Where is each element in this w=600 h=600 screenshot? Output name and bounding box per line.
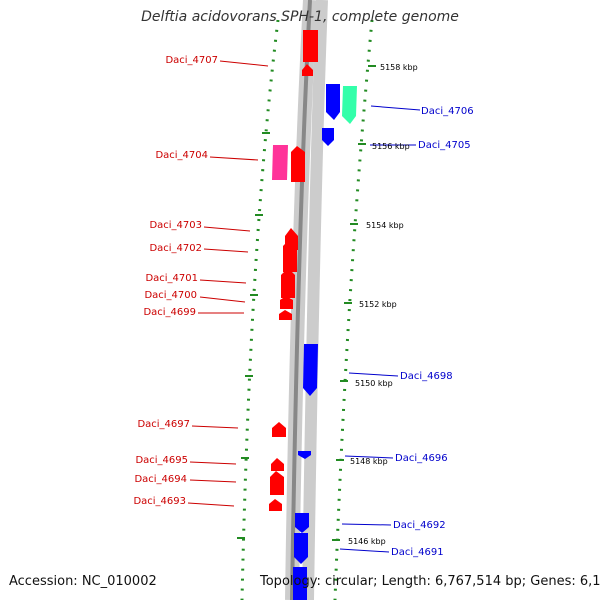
scale-label: 5146 kbp [348, 537, 386, 546]
gene-daci-4697 [272, 422, 286, 437]
gene-label: Daci_4703 [149, 220, 202, 231]
gene-daci-4700 [280, 296, 293, 309]
gene-daci-4702 [283, 240, 297, 272]
gene-label: Daci_4704 [155, 150, 208, 161]
gene-daci-4705 [322, 128, 334, 146]
left-leaders [187, 60, 269, 507]
scale-label: 5154 kbp [366, 221, 404, 230]
gene-daci-4707b [302, 64, 313, 76]
scale-labels: 5158 kbp 5156 kbp 5154 kbp 5152 kbp 5150… [348, 63, 418, 546]
gene-daci-4693 [269, 499, 282, 511]
left-ring-ticks [237, 132, 270, 539]
right-gene-labels: Daci_4706 Daci_4705 Daci_4698 Daci_4696 … [391, 106, 474, 558]
gene-alt-4706 [342, 86, 357, 124]
gene-daci-4699 [279, 310, 292, 320]
scale-label: 5152 kbp [359, 300, 397, 309]
gene-label: Daci_4696 [395, 453, 448, 464]
gene-daci-4691 [294, 533, 308, 564]
scale-label: 5148 kbp [350, 457, 388, 466]
gene-daci-4692 [295, 513, 309, 533]
gene-daci-4694 [270, 471, 284, 495]
forward-genes [269, 30, 318, 511]
gene-label: Daci_4691 [391, 547, 444, 558]
gene-daci-4704 [291, 146, 305, 182]
scale-label: 5158 kbp [380, 63, 418, 72]
gene-label: Daci_4693 [133, 496, 186, 507]
gene-label: Daci_4695 [135, 455, 188, 466]
left-gene-labels: Daci_4707 Daci_4704 Daci_4703 Daci_4702 … [133, 55, 218, 507]
page-title: Delftia acidovorans SPH-1, complete geno… [141, 9, 459, 25]
gene-daci-4696 [298, 451, 311, 459]
gene-label: Daci_4697 [137, 419, 190, 430]
gene-daci-4706 [326, 84, 340, 120]
scale-label: 5156 kbp [372, 142, 410, 151]
genome-backbone [285, 0, 328, 600]
scale-ticks [332, 65, 376, 541]
gene-label: Daci_4701 [145, 273, 198, 284]
gene-label: Daci_4707 [165, 55, 218, 66]
topology-text: Topology: circular; Length: 6,767,514 bp… [260, 574, 600, 589]
gene-label: Daci_4694 [134, 474, 187, 485]
gene-label: Daci_4702 [149, 243, 202, 254]
gene-daci-4695 [271, 458, 284, 471]
gene-label: Daci_4705 [418, 140, 471, 151]
gene-daci-4691b [293, 567, 307, 600]
reverse-genes [293, 84, 340, 600]
gene-daci-4701 [281, 268, 295, 298]
right-leaders [339, 105, 421, 553]
gene-rna-4704 [272, 145, 288, 180]
outer-dotted-ring-left [240, 19, 280, 600]
gene-label: Daci_4699 [143, 307, 196, 318]
gene-label: Daci_4700 [144, 290, 197, 301]
accession-text: Accession: NC_010002 [9, 574, 157, 589]
gene-label: Daci_4698 [400, 371, 453, 382]
gene-label: Daci_4706 [421, 106, 474, 117]
gene-daci-4707 [303, 30, 318, 62]
gene-label: Daci_4692 [393, 520, 446, 531]
scale-label: 5150 kbp [355, 379, 393, 388]
gene-daci-4698 [303, 344, 318, 396]
